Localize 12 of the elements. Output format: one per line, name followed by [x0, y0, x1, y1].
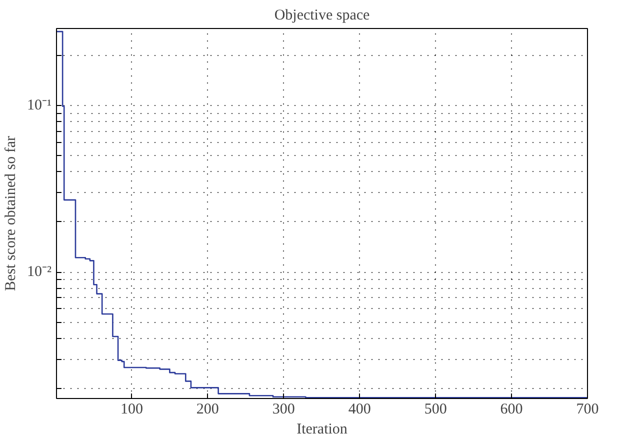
x-tick-label: 700: [576, 402, 599, 418]
x-tick-label: 400: [348, 402, 371, 418]
y-tick-label: 10⁻¹: [27, 98, 52, 114]
y-tick-label: 10⁻²: [27, 264, 52, 280]
chart-title: Objective space: [274, 8, 370, 24]
x-axis-title: Iteration: [296, 422, 348, 438]
x-tick-label: 200: [196, 402, 219, 418]
y-axis-title: Best score obtained so far: [3, 136, 20, 291]
x-tick-label: 300: [272, 402, 295, 418]
x-tick-label: 500: [424, 402, 447, 418]
x-tick-label: 600: [500, 402, 523, 418]
x-tick-label: 100: [120, 402, 143, 418]
